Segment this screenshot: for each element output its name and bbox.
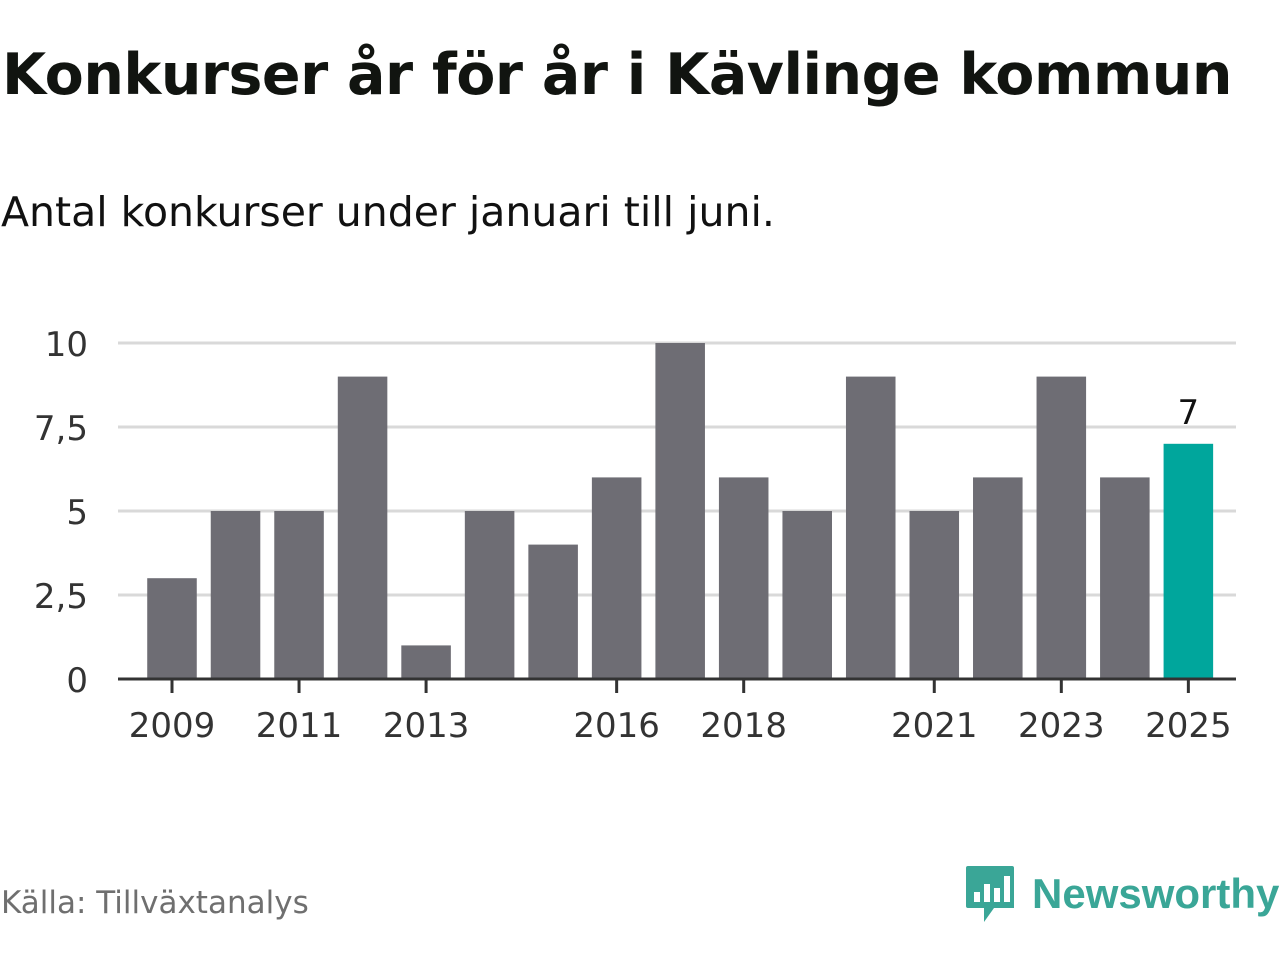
bar (210, 511, 261, 679)
y-tick-label: 7,5 (34, 409, 88, 449)
y-tick-label: 5 (66, 493, 88, 533)
y-tick-label: 0 (66, 661, 88, 701)
bar (464, 511, 515, 679)
bar (147, 578, 197, 679)
x-tick-label: 2013 (383, 706, 470, 746)
chart-subtitle: Antal konkurser under januari till juni. (1, 188, 775, 236)
x-tick-label: 2018 (700, 706, 787, 746)
bar (655, 343, 705, 679)
x-tick-label: 2021 (891, 706, 978, 746)
source-note: Källa: Tillväxtanalys (1, 885, 309, 921)
x-axis-labels: 2009 2011 2013 2016 2018 2021 2023 2025 (129, 679, 1232, 746)
bar (973, 477, 1023, 679)
bar (845, 376, 896, 679)
bar (401, 645, 451, 679)
y-axis-labels: 0 2,5 5 7,5 10 (34, 325, 88, 701)
y-tick-label: 10 (45, 325, 88, 365)
bar (782, 511, 832, 679)
bar (591, 477, 642, 679)
data-label: 7 (1178, 393, 1200, 433)
bar-chart: 02,557,510 2009 2011 2013 2016 2018 2021 2023 2… (34, 325, 1236, 746)
brand-logo: Newsworthy (964, 864, 1279, 924)
bar (718, 477, 769, 679)
x-tick-label: 2016 (573, 706, 660, 746)
bar (1100, 477, 1150, 679)
bar (909, 511, 960, 679)
chart-title: Konkurser år för år i Kävlinge kommun (2, 42, 1232, 108)
brand-name: Newsworthy (1032, 870, 1280, 917)
x-tick-label: 2011 (256, 706, 343, 746)
data-labels: 7 (1178, 393, 1200, 433)
newsworthy-logo-icon (966, 866, 1014, 922)
y-tick-label: 2,5 (34, 577, 88, 617)
bar (528, 544, 578, 679)
x-tick-label: 2009 (129, 706, 216, 746)
bar (1163, 443, 1214, 679)
bar (337, 376, 388, 679)
bars (147, 343, 1214, 679)
bar (1036, 376, 1087, 679)
x-tick-label: 2023 (1018, 706, 1105, 746)
bar (274, 511, 324, 679)
x-tick-label: 2025 (1145, 706, 1232, 746)
